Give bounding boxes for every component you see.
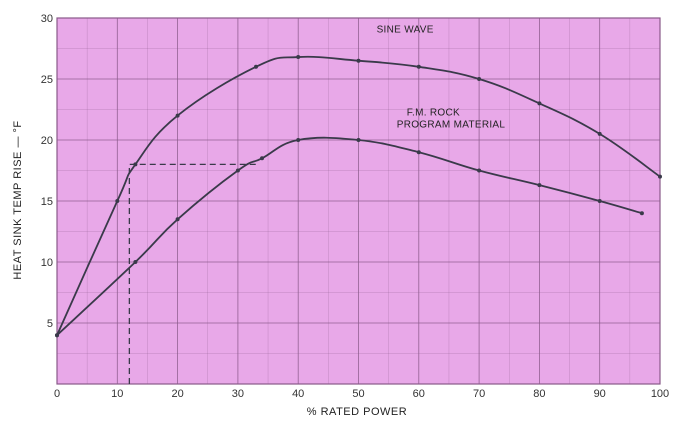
y-tick-label: 10 [41,257,53,269]
sine-wave-line [56,55,661,337]
x-tick-label: 0 [54,388,60,400]
fm-rock-label: F.M. ROCK [407,108,460,119]
x-tick-label: 40 [292,388,304,400]
sine-wave-point [477,77,482,81]
x-axis-title: % RATED POWER [307,406,407,418]
y-tick-labels: 5 10 15 20 25 30 [41,13,53,330]
sine-wave-point [537,101,542,106]
sine-wave-point [356,58,361,63]
sine-wave-point [416,64,421,69]
fm-rock-point [55,333,59,338]
fm-rock-point [356,138,361,142]
x-tick-labels: 0 10 20 30 40 50 60 70 80 90 100 [54,388,669,400]
x-tick-label: 80 [533,388,545,400]
reference-lines [128,163,256,384]
sine-wave-point [133,162,138,167]
sine-wave-point [296,55,301,60]
sine-wave-point [175,113,180,118]
fm-rock-point [296,138,301,142]
x-tick-label: 10 [111,388,123,400]
x-tick-label: 50 [352,388,364,400]
y-tick-label: 30 [41,13,53,25]
grid [56,17,661,385]
fm-rock-point [537,183,542,188]
x-tick-label: 70 [473,388,485,400]
fm-rock-point [639,211,644,216]
fm-rock-point [477,168,482,173]
sine-wave-point [115,199,120,203]
x-tick-label: 20 [171,388,183,400]
fm-rock-point [133,260,138,264]
x-tick-label: 60 [413,388,425,400]
y-axis-title: HEAT SINK TEMP RISE — °F [12,120,24,279]
fm-rock-label: PROGRAM MATERIAL [397,120,506,131]
sine-wave-point [253,64,258,69]
fm-rock-point [235,168,240,173]
y-tick-label: 25 [41,74,53,86]
sine-wave-point [658,174,662,179]
x-tick-label: 90 [594,388,606,400]
y-tick-label: 5 [47,318,53,330]
y-tick-label: 15 [41,196,53,208]
fm-rock-point [260,156,265,161]
x-tick-label: 100 [651,388,669,400]
sine-wave-label: SINE WAVE [377,25,434,36]
fm-rock-point [175,217,180,222]
sine-wave-point [597,131,602,136]
y-tick-label: 20 [41,135,53,147]
fm-rock-point [416,150,421,155]
reference-dashed-line [128,163,256,384]
series-group [55,55,662,338]
fm-rock-point [597,199,602,203]
x-tick-label: 30 [232,388,244,400]
